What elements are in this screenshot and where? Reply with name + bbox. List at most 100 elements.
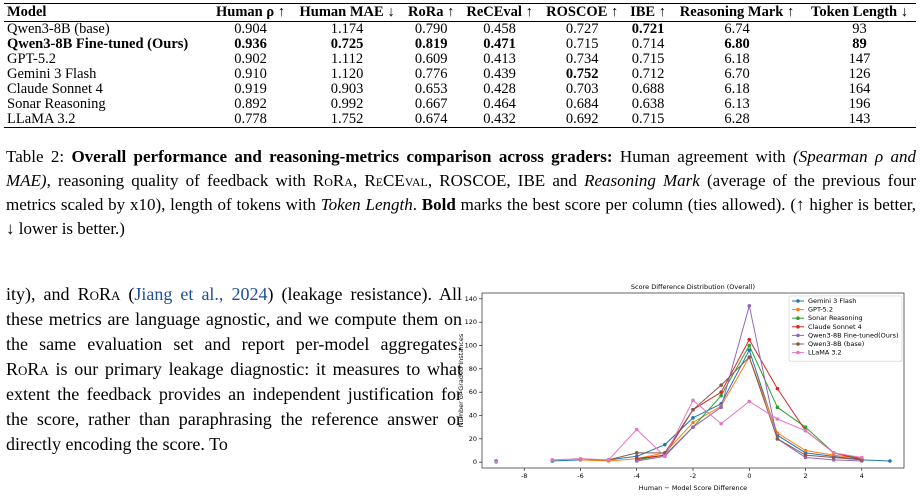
legend-marker [796, 325, 800, 329]
table-cell: 0.752 [565, 66, 599, 82]
data-point [860, 455, 864, 460]
data-point [663, 442, 667, 447]
text-run: ) (leakage resistance). All these metric… [6, 284, 462, 354]
table-cell: 6.13 [724, 96, 750, 112]
table-cell: 93 [852, 21, 867, 37]
table-cell: 6.18 [724, 81, 750, 97]
table-cell: 196 [848, 96, 871, 112]
data-point [634, 459, 639, 463]
y-tick-label: 100 [465, 342, 477, 350]
table-cell: 0.778 [234, 111, 267, 127]
legend-box [788, 295, 903, 362]
y-tick-label: 120 [465, 318, 477, 326]
table-cell: Qwen3-8B (base) [7, 21, 110, 37]
bold-text: Overall performance and reasoning-metric… [71, 147, 613, 166]
series-line [608, 356, 862, 461]
text-run: , reasoning quality of feedback with [46, 171, 313, 190]
table-row: LLaMA 3.2 0.778 1.752 0.674 0.432 0.692 0.715 6… [4, 112, 916, 128]
table-body: Qwen3-8B (base) 0.904 1.174 0.790 0.458 0.727… [4, 22, 916, 128]
table-cell: 6.18 [724, 51, 750, 67]
italic-text: (Spearman ρ and MAE) [6, 147, 916, 190]
table-cell: 0.714 [631, 36, 665, 52]
data-point [663, 454, 667, 459]
table-caption: Table 2: Overall performance and reasoni… [6, 145, 916, 241]
table-cell: 0.638 [631, 96, 665, 112]
data-point [606, 458, 611, 462]
data-point [747, 337, 752, 342]
y-tick-label: 140 [465, 295, 477, 303]
table-cell: 0.688 [631, 81, 665, 97]
text-run: Human agreement with [612, 147, 794, 166]
table-cell: 1.174 [330, 21, 364, 37]
data-point [719, 405, 723, 410]
table-cell: 0.992 [330, 96, 364, 112]
table-cell: 0.464 [483, 96, 516, 112]
data-point [634, 427, 639, 432]
table-cell: 0.936 [234, 36, 267, 52]
legend-marker [796, 307, 800, 312]
legend-marker [796, 316, 800, 320]
smallcaps-text: RoRa [6, 359, 49, 379]
data-point [831, 451, 836, 455]
table-cell: 126 [848, 66, 871, 82]
table-cell: 0.919 [234, 81, 267, 97]
table-cell: 1.112 [331, 51, 364, 67]
data-point [775, 405, 780, 410]
x-tick-label: 0 [747, 472, 751, 480]
header-row: Model Human ρ ↑ Human MAE ↓ RoRa ↑ ReCEval ↑… [4, 3, 916, 22]
y-tick-label: 40 [469, 412, 477, 420]
data-point [550, 458, 555, 462]
data-point [691, 420, 695, 425]
x-tick-label: -2 [690, 472, 696, 480]
table-cell: 0.428 [483, 81, 516, 97]
table-cell: 0.790 [414, 21, 448, 37]
x-tick-label: 4 [860, 472, 864, 480]
x-axis-label: Human − Model Score Difference [639, 484, 747, 492]
table-cell: 0.439 [483, 66, 516, 82]
y-tick-label: 0 [473, 458, 477, 466]
y-tick-label: 20 [469, 435, 477, 443]
header-cell: Token Length ↓ [803, 3, 916, 22]
header-cell: ROSCOE ↑ [539, 3, 626, 22]
table-cell: Gemini 3 Flash [7, 66, 97, 82]
legend-label: Gemini 3 Flash [808, 297, 856, 305]
smallcaps-text: RoRa [312, 171, 353, 190]
data-point [719, 421, 723, 426]
data-point [747, 399, 752, 404]
table-cell: 6.28 [724, 111, 750, 127]
data-point [691, 398, 695, 403]
y-tick-label: 80 [469, 365, 477, 373]
table-cell: 0.692 [565, 111, 599, 127]
table-cell: 0.904 [234, 21, 267, 37]
table-cell: 0.684 [565, 96, 599, 112]
text-run: marks the best score per column (ties al… [6, 195, 917, 238]
legend-marker [796, 350, 800, 355]
table-cell: 1.752 [330, 111, 364, 127]
text-run: Table 2: [6, 147, 72, 166]
header-cell: RoRa ↑ [402, 3, 460, 22]
table-cell: 0.776 [414, 66, 448, 82]
table-cell: 147 [848, 51, 871, 67]
table-cell: 0.609 [414, 51, 448, 67]
table-row: Qwen3-8B (base) 0.904 1.174 0.790 0.458 0.727… [4, 22, 916, 38]
chart: Score Difference Distribution (Overall) H… [457, 283, 905, 492]
header-cell: ReCEval ↑ [459, 3, 540, 22]
data-point [691, 416, 695, 420]
legend-label: Qwen3-8B (base) [808, 340, 864, 348]
data-point [578, 456, 583, 461]
bold-text: Bold [421, 195, 456, 214]
chart-title: Score Difference Distribution (Overall) [631, 283, 755, 291]
data-point [719, 383, 723, 387]
table-row: Claude Sonnet 4 0.919 0.903 0.653 0.428 0.703… [4, 82, 916, 97]
table-row: Sonar Reasoning 0.892 0.992 0.667 0.464 0.684… [4, 97, 916, 112]
table-cell: 0.721 [631, 21, 665, 37]
data-point [803, 448, 808, 453]
table-cell: 0.727 [565, 21, 599, 37]
data-point [831, 455, 836, 460]
text-run: (average of the previous four metrics sc… [6, 171, 916, 214]
smallcaps-text: ReCEval [364, 171, 428, 190]
header-cell: IBE ↑ [625, 3, 671, 22]
legend-label: Qwen3-8B Fine-tuned(Ours) [808, 331, 899, 339]
